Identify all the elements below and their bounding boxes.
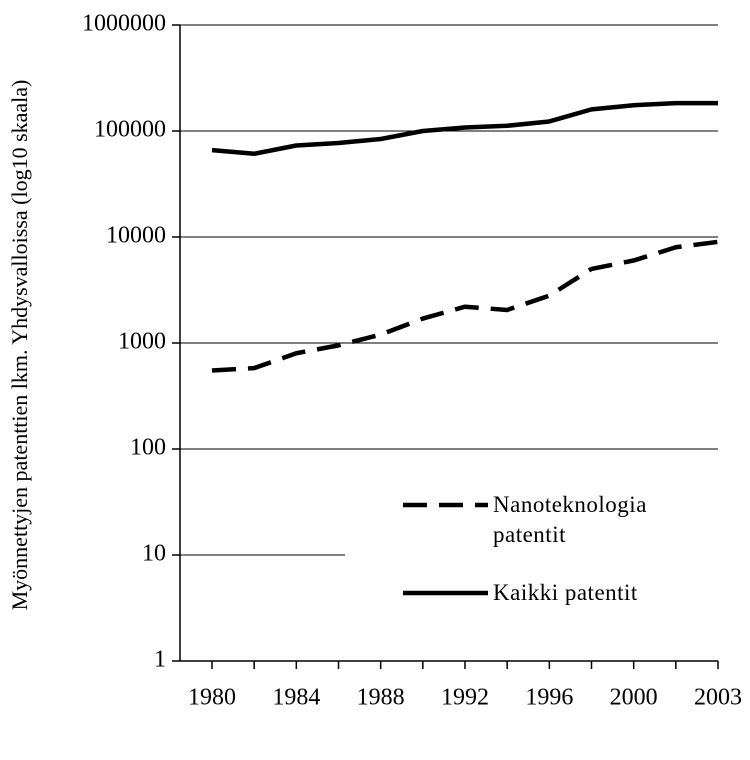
x-tick-label: 1996 — [525, 685, 573, 711]
x-tick-label: 2003 — [694, 685, 742, 711]
y-tick-label: 1 — [154, 647, 166, 673]
legend-label: Kaikki patentit — [493, 580, 638, 605]
x-tick-label: 1992 — [441, 685, 489, 711]
y-axis-label: Myönnettyjen patenttien lkm. Yhdysvalloi… — [7, 80, 32, 611]
x-tick-label: 1980 — [188, 685, 236, 711]
series-line — [211, 100, 718, 157]
y-tick-label: 100 — [130, 435, 166, 461]
legend-background — [345, 465, 720, 625]
x-tick-label: 1988 — [357, 685, 405, 711]
x-tick-label: 1984 — [272, 685, 320, 711]
y-tick-label: 10 — [142, 541, 166, 567]
y-tick-label: 100000 — [94, 117, 166, 143]
x-tick-label: 2000 — [610, 685, 658, 711]
legend-label: Nanoteknologia patentit — [493, 492, 647, 547]
y-tick-label: 1000000 — [82, 11, 166, 37]
y-tick-label: 10000 — [106, 223, 166, 249]
y-tick-label: 1000 — [118, 329, 166, 355]
series-line — [211, 239, 719, 373]
